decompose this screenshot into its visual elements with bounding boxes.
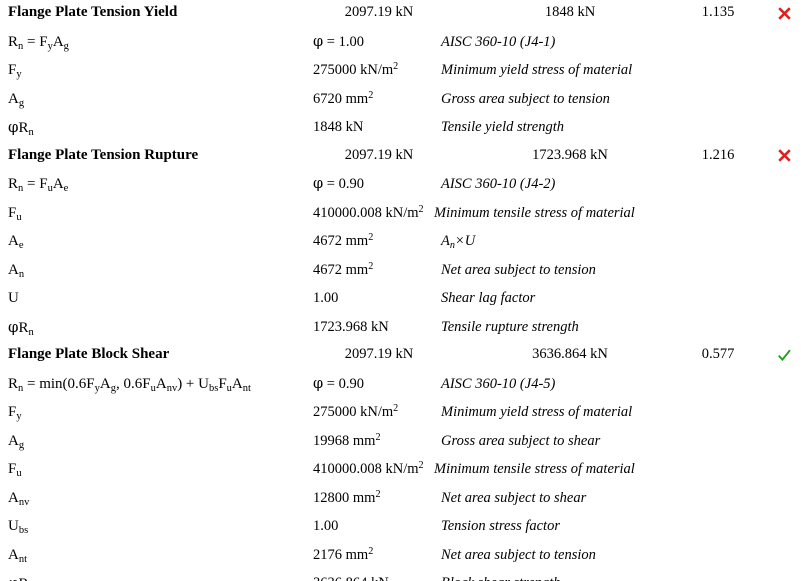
check-detail-row: Rn = min(0.6FyAg, 0.6FuAnv) + UbsFuAnt φ … [0, 373, 807, 402]
check-detail-row: Anv 12800 mm2 Net area subject to shear [0, 487, 807, 516]
check-capacity-value: 1723.968 kN [532, 146, 608, 163]
parameter-symbol: Fy [8, 404, 22, 423]
parameter-description: Net area subject to tension [441, 261, 596, 278]
parameter-symbol: φRn [8, 572, 308, 581]
parameter-value: 4672 mm2 [313, 232, 374, 249]
parameter-value: 1723.968 kN [313, 318, 389, 335]
parameter-description: Tension stress factor [441, 518, 560, 534]
parameter-value: 275000 kN/m2 [313, 61, 399, 78]
check-header-row: Flange Plate Block Shear 2097.19 kN 3636.8… [0, 344, 807, 373]
parameter-description: Shear lag factor [441, 290, 536, 306]
cross-mark-icon [777, 6, 792, 21]
check-ratio-value: 0.577 [701, 346, 735, 362]
parameter-symbol: Fu [8, 461, 22, 480]
check-status-badge [770, 145, 798, 166]
check-detail-row: Fy 275000 kN/m2 Minimum yield stress of ma… [0, 59, 807, 88]
parameter-description: Minimum yield stress of material [441, 62, 633, 78]
check-capacity-value: 1848 kN [544, 4, 596, 20]
parameter-description: Minimum tensile stress of material [434, 204, 635, 221]
check-detail-row: φRn 1723.968 kN Tensile rupture strength [0, 316, 807, 345]
parameter-value: φ = 1.00 [313, 33, 364, 50]
check-detail-row: Rn = FyAg φ = 1.00 AISC 360-10 (J4-1) [0, 31, 807, 60]
parameter-symbol: Ae [8, 233, 24, 252]
parameter-symbol: Fy [8, 62, 22, 81]
check-demand-value: 2097.19 kN [344, 346, 414, 362]
check-detail-row: Ubs 1.00 Tension stress factor [0, 515, 807, 544]
check-detail-row: U 1.00 Shear lag factor [0, 287, 807, 316]
check-demand-value: 2097.19 kN [344, 146, 414, 163]
parameter-symbol: Ubs [8, 518, 29, 537]
parameter-value: 275000 kN/m2 [313, 403, 399, 420]
parameter-description: Minimum yield stress of material [441, 404, 633, 420]
check-detail-row: An 4672 mm2 Net area subject to tension [0, 259, 807, 288]
check-detail-row: φRn 3636.864 kNBlock shear strength [0, 572, 807, 581]
parameter-symbol: Rn = FyAg [8, 33, 69, 52]
parameter-description: Net area subject to tension [441, 546, 596, 563]
parameter-description: Net area subject to shear [441, 489, 587, 506]
parameter-description: An×U [441, 233, 476, 252]
parameter-value: 6720 mm2 [313, 89, 374, 107]
check-detail-row: φRn 1848 kN Tensile yield strength [0, 116, 807, 145]
parameter-symbol: U [8, 290, 19, 306]
parameter-value: 1.00 [313, 290, 339, 306]
parameter-value: 1.00 [313, 518, 339, 534]
parameter-symbol: φRn [8, 118, 34, 139]
cross-mark-icon [777, 148, 792, 163]
parameter-symbol: φRn [8, 317, 34, 338]
check-detail-row: Fu 410000.008 kN/m2 Minimum tensile stress… [0, 202, 807, 231]
check-status-badge [770, 2, 798, 23]
check-detail-row: Ag 19968 mm2 Gross area subject to shear [0, 430, 807, 459]
check-header-row: Flange Plate Tension Rupture 2097.19 kN 17… [0, 145, 807, 174]
parameter-value: 4672 mm2 [313, 260, 374, 278]
parameter-value: φ = 0.90 [313, 375, 364, 392]
check-ratio-value: 1.135 [701, 4, 735, 20]
parameter-value: 19968 mm2 [313, 431, 381, 449]
check-detail-row: Ae 4672 mm2 An×U [0, 230, 807, 259]
parameter-symbol: An [8, 261, 25, 280]
parameter-description: AISC 360-10 (J4-5) [441, 375, 556, 392]
check-mark-icon [777, 348, 792, 363]
check-title: Flange Plate Block Shear [8, 346, 170, 362]
check-detail-row: Ag 6720 mm2 Gross area subject to tension [0, 88, 807, 117]
parameter-value: φ = 0.90 [313, 176, 364, 192]
parameter-value: 12800 mm2 [313, 488, 381, 506]
check-status-badge [770, 344, 798, 365]
check-title: Flange Plate Tension Rupture [8, 146, 199, 163]
parameter-symbol: Fu [8, 204, 22, 223]
parameter-symbol: Ag [8, 432, 25, 451]
parameter-symbol: Anv [8, 489, 30, 508]
check-capacity-value: 3636.864 kN [532, 346, 608, 362]
parameter-symbol: Ag [8, 90, 25, 109]
parameter-symbol: Rn = FuAe [8, 176, 69, 195]
parameter-description: AISC 360-10 (J4-1) [441, 33, 556, 50]
parameter-description: AISC 360-10 (J4-2) [441, 176, 556, 192]
parameter-value: 2176 mm2 [313, 545, 374, 563]
check-title: Flange Plate Tension Yield [8, 4, 178, 20]
check-detail-row: Rn = FuAe φ = 0.90 AISC 360-10 (J4-2) [0, 173, 807, 202]
check-detail-row: Fu 410000.008 kN/m2 Minimum tensile stress… [0, 458, 807, 487]
parameter-value: 1848 kN [313, 119, 364, 135]
parameter-description: Block shear strength [441, 572, 801, 581]
check-detail-row: Fy 275000 kN/m2 Minimum yield stress of ma… [0, 401, 807, 430]
parameter-description: Tensile yield strength [441, 119, 564, 135]
parameter-description: Minimum tensile stress of material [434, 461, 635, 477]
check-header-row: Flange Plate Tension Yield 2097.19 kN 1848… [0, 2, 807, 31]
parameter-symbol: Ant [8, 546, 28, 565]
check-detail-row: Ant 2176 mm2 Net area subject to tension [0, 544, 807, 573]
parameter-symbol: Rn = min(0.6FyAg, 0.6FuAnv) + UbsFuAnt [8, 375, 251, 394]
parameter-value: 410000.008 kN/m2 [313, 460, 424, 477]
parameter-description: Gross area subject to tension [441, 90, 610, 107]
check-ratio-value: 1.216 [701, 146, 735, 163]
parameter-description: Gross area subject to shear [441, 432, 601, 449]
parameter-value: 410000.008 kN/m2 [313, 203, 424, 221]
parameter-description: Tensile rupture strength [441, 318, 579, 335]
check-demand-value: 2097.19 kN [344, 4, 414, 20]
parameter-value: 3636.864 kN [313, 572, 443, 581]
